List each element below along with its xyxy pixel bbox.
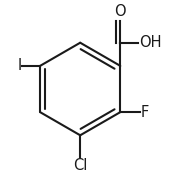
Text: O: O	[114, 4, 126, 19]
Text: I: I	[17, 58, 21, 73]
Text: F: F	[141, 105, 149, 120]
Text: Cl: Cl	[73, 158, 87, 173]
Text: OH: OH	[139, 35, 162, 50]
